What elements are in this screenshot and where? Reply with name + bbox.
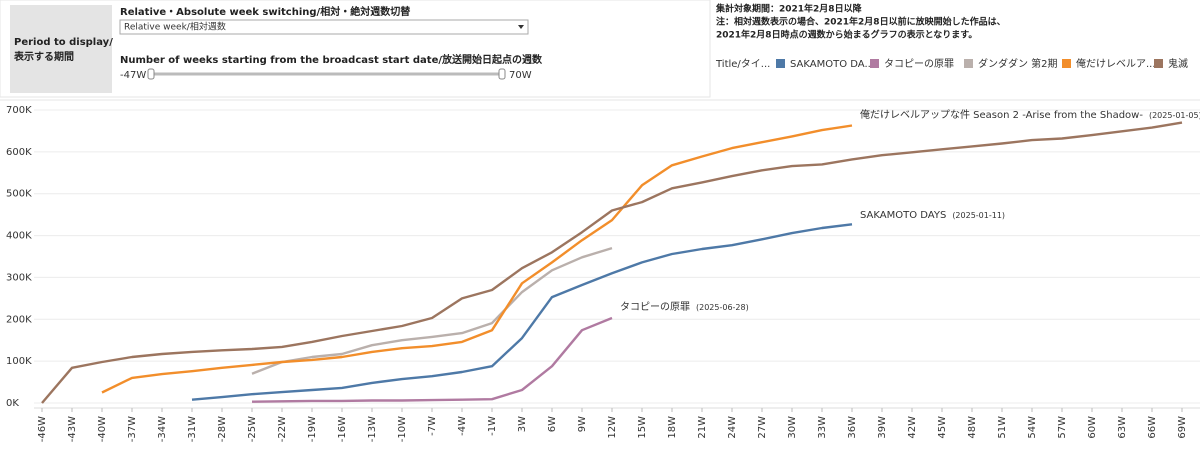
x-tick-label: -34W [157, 416, 168, 442]
annotation-text: タコピーの原罪 [620, 301, 690, 313]
x-tick-label: -13W [367, 416, 378, 442]
x-tick-label: -28W [217, 416, 228, 442]
x-tick-label: 18W [667, 416, 678, 439]
y-tick-label: 100K [6, 356, 32, 367]
x-tick-label: -7W [427, 416, 438, 436]
x-tick-label: 3W [517, 416, 528, 432]
legend-swatch [776, 59, 785, 68]
legend-swatch [1154, 59, 1163, 68]
x-tick-label: 69W [1177, 416, 1188, 439]
annotation: SAKAMOTO DAYS (2025-01-11) [860, 210, 1005, 221]
x-tick-label: 36W [847, 416, 858, 439]
y-tick-label: 600K [6, 147, 32, 158]
x-tick-label: 12W [607, 416, 618, 439]
series-line [251, 316, 613, 403]
legend-swatch [964, 59, 973, 68]
legend-label: 俺だけレベルア... [1076, 57, 1156, 70]
filter-label: Number of weeks starting from the broadc… [120, 53, 543, 66]
y-tick-label: 0K [6, 398, 19, 409]
x-tick-label: 39W [877, 416, 888, 439]
legend-swatch [1062, 59, 1071, 68]
x-tick-label: 24W [727, 416, 738, 439]
x-tick-label: -40W [97, 416, 108, 442]
x-tick-label: 54W [1027, 416, 1038, 439]
x-tick-label: 57W [1057, 416, 1068, 439]
legend-swatch [870, 59, 879, 68]
x-tick-label: -10W [397, 416, 408, 442]
series-line [251, 246, 613, 375]
x-tick-label: 45W [937, 416, 948, 439]
annotation-text: SAKAMOTO DAYS [860, 210, 946, 221]
period-label: Period to display/ [14, 37, 113, 48]
legend-label: 鬼滅 [1168, 57, 1188, 70]
dropdown[interactable] [119, 19, 529, 35]
x-tick-label: -37W [127, 416, 138, 442]
x-tick-label: -22W [277, 416, 288, 442]
annotation-text: 俺だけレベルアップな件 Season 2 -Arise from the Sha… [860, 108, 1143, 121]
y-tick-label: 300K [6, 272, 32, 283]
annotation-date: (2025-01-05) [1149, 111, 1200, 120]
legend-label: タコピーの原罪 [884, 58, 954, 70]
x-tick-label: 27W [757, 416, 768, 439]
slider-max: 70W [509, 70, 532, 81]
slider-min: -47W [120, 70, 146, 81]
x-tick-label: 30W [787, 416, 798, 439]
x-tick-label: 15W [637, 416, 648, 439]
annotation: タコピーの原罪 (2025-06-28) [620, 301, 749, 313]
x-tick-label: -16W [337, 416, 348, 442]
x-tick-label: -4W [457, 416, 468, 436]
period-box [10, 5, 112, 93]
x-tick-label: 42W [907, 416, 918, 439]
legend-label: ダンダダン 第2期 [978, 57, 1058, 70]
annotation-date: (2025-01-11) [952, 211, 1005, 220]
slider-handle[interactable] [147, 68, 155, 80]
x-tick-label: -43W [67, 416, 78, 442]
x-tick-label: 48W [967, 416, 978, 439]
x-tick-label: -31W [187, 416, 198, 442]
slider-handle[interactable] [498, 68, 506, 80]
x-tick-label: -46W [37, 416, 48, 442]
y-tick-label: 400K [6, 231, 32, 242]
x-tick-label: 6W [547, 416, 558, 432]
x-tick-label: -1W [487, 416, 498, 436]
filter-panel [0, 0, 711, 98]
filter-label: Relative・Absolute week switching/相対・絶対週数… [120, 5, 411, 18]
note: 2021年2月8日時点の週数から始まるグラフの表示となります。 [716, 29, 977, 41]
series-line [101, 124, 853, 394]
legend-label: SAKAMOTO DA... [790, 59, 874, 70]
annotation: 俺だけレベルアップな件 Season 2 -Arise from the Sha… [860, 108, 1200, 121]
x-tick-label: 33W [817, 416, 828, 439]
x-tick-label: 63W [1117, 416, 1128, 439]
dropdown-arrow[interactable] [518, 25, 524, 29]
y-tick-label: 200K [6, 314, 32, 325]
series-line [191, 223, 853, 401]
period-label: 表示する期間 [13, 50, 74, 63]
legend-title: Title/タイ... [715, 58, 770, 70]
x-tick-label: 60W [1087, 416, 1098, 439]
y-tick-label: 500K [6, 189, 32, 200]
x-tick-label: 66W [1147, 416, 1158, 439]
series-line [41, 121, 1183, 404]
x-tick-label: -25W [247, 416, 258, 442]
x-tick-label: -19W [307, 416, 318, 442]
x-tick-label: 21W [697, 416, 708, 439]
y-tick-label: 700K [6, 105, 32, 116]
annotation-date: (2025-06-28) [696, 303, 749, 312]
dropdown-value[interactable]: Relative week/相対週数 [124, 21, 226, 33]
x-tick-label: 9W [577, 416, 588, 432]
x-tick-label: 51W [997, 416, 1008, 439]
note: 集計対象期間：2021年2月8日以降 [715, 3, 863, 15]
note: 注：相対週数表示の場合、2021年2月8日以前に放映開始した作品は、 [716, 16, 1006, 28]
